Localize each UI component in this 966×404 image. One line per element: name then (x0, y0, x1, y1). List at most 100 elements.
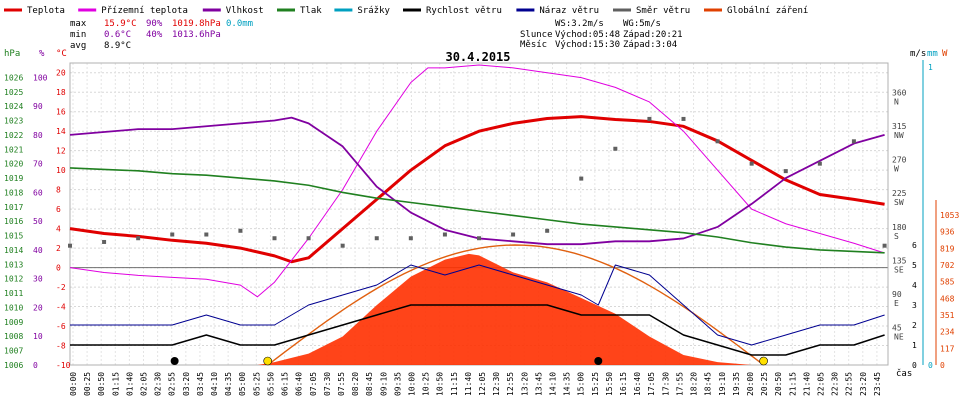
time-tick-label: 15:25 (591, 372, 600, 396)
time-tick-label: 06:15 (281, 372, 290, 396)
temperature-tick-label: 18 (56, 88, 66, 97)
moon-label: Měsíc (520, 40, 547, 50)
wind-direction-point (374, 236, 379, 241)
series-lines (68, 64, 887, 366)
wind-direction-point (613, 146, 618, 151)
time-tick-label: 04:10 (210, 372, 219, 396)
radiation-tick-label: 468 (940, 294, 955, 303)
direction-tick-label: S (894, 232, 899, 241)
pressure-tick-label: 1017 (4, 203, 23, 212)
time-tick-label: 17:55 (675, 372, 684, 396)
wind-direction-point (102, 239, 107, 244)
stats-max-temp: 15.9°C (104, 19, 137, 29)
direction-tick-label: 180 (892, 223, 907, 232)
temperature-tick-label: 16 (56, 108, 66, 117)
temperature-tick-label: 2 (56, 244, 61, 253)
stats-max-press: 1019.8hPa (172, 19, 221, 29)
temperature-tick-label: 14 (56, 127, 66, 136)
radiation-tick-label: 585 (940, 278, 955, 287)
wind-tick-label: 1 (912, 341, 917, 350)
time-tick-label: 10:00 (407, 372, 416, 396)
sunrise-marker (263, 356, 272, 366)
radiation-tick-label: 117 (940, 344, 955, 353)
radiation-tick-label: 936 (940, 228, 955, 237)
moonrise-time: Východ:15:30 (555, 40, 620, 50)
time-tick-label: 21:40 (802, 372, 811, 396)
time-tick-label: 18:20 (690, 372, 699, 396)
temperature-tick-label: 10 (56, 166, 66, 175)
time-tick-label: 03:20 (182, 372, 191, 396)
humidity-tick-label: 30 (33, 275, 43, 284)
wind-gust-line (70, 264, 885, 346)
theoretical-radiation-curve (267, 244, 763, 366)
ground-temperature-line (69, 64, 885, 298)
direction-tick-label: 315 (892, 122, 907, 131)
wind-direction-point (681, 116, 686, 121)
time-tick-label: 19:10 (718, 372, 727, 396)
legend-label: Směr větru (636, 6, 690, 16)
direction-tick-label: SW (894, 198, 904, 207)
direction-tick-label: 270 (892, 156, 907, 165)
time-tick-label: 01:15 (111, 372, 120, 396)
pressure-tick-label: 1006 (4, 361, 23, 370)
time-tick-label: 00:50 (97, 372, 106, 396)
direction-tick-label: 90 (892, 290, 902, 299)
wind-direction-point (306, 236, 311, 241)
radiation-tick-label: 234 (940, 328, 955, 337)
time-tick-label: 19:35 (732, 372, 741, 396)
wind-direction-point (68, 243, 72, 248)
pressure-tick-label: 1019 (4, 174, 23, 183)
wind-speed-info: WS:3.2m/s (555, 19, 604, 29)
time-tick-label: 07:55 (337, 372, 346, 396)
humidity-tick-label: 100 (33, 73, 48, 82)
wind-direction-point (882, 243, 887, 248)
pressure-tick-label: 1015 (4, 232, 23, 241)
wind-direction-point (408, 236, 413, 241)
time-tick-label: 10:25 (422, 372, 431, 396)
legend-label: Srážky (357, 6, 390, 16)
wind-direction-point (136, 236, 141, 241)
humidity-tick-label: 10 (33, 332, 43, 341)
time-tick-label: 13:45 (534, 372, 543, 396)
rain-tick-label: 1 (928, 63, 933, 72)
legend-label: Globální záření (727, 6, 808, 16)
humidity-tick-label: 90 (33, 102, 43, 111)
time-tick-label: 20:50 (774, 372, 783, 396)
axes: 1006100710081009101010111012101310141015… (4, 60, 959, 396)
time-tick-label: 02:30 (154, 372, 163, 396)
stats-max-rain: 0.0mm (226, 19, 253, 29)
pressure-tick-label: 1010 (4, 303, 23, 312)
radiation-tick-label: 0 (940, 361, 945, 370)
pressure-tick-label: 1024 (4, 102, 23, 111)
stats-min-label: min (70, 30, 86, 40)
time-tick-label: 05:50 (266, 372, 275, 396)
humidity-tick-label: 70 (33, 160, 43, 169)
time-tick-label: 10:50 (436, 372, 445, 396)
wind-direction-point (442, 232, 447, 237)
time-tick-label: 14:35 (563, 372, 572, 396)
stats-min-temp: 0.6°C (104, 30, 131, 40)
time-tick-label: 00:00 (69, 372, 78, 396)
direction-tick-label: N (894, 98, 899, 107)
time-tick-label: 18:45 (704, 372, 713, 396)
time-tick-label: 08:45 (365, 372, 374, 396)
legend-label: Tlak (300, 6, 322, 16)
time-tick-label: 09:10 (379, 372, 388, 396)
direction-tick-label: E (894, 299, 899, 308)
direction-tick-label: 360 (892, 89, 907, 98)
time-tick-label: 01:40 (125, 372, 134, 396)
hpa-unit: hPa (4, 49, 20, 59)
time-tick-label: 16:15 (619, 372, 628, 396)
wind-direction-point (545, 228, 550, 233)
time-tick-label: 14:10 (549, 372, 558, 396)
radiation-fill (70, 253, 885, 365)
time-tick-label: 05:00 (238, 372, 247, 396)
temperature-line (69, 115, 885, 264)
time-tick-label: 15:00 (577, 372, 586, 396)
time-tick-label: 02:55 (168, 372, 177, 396)
wind-direction-point (511, 232, 516, 237)
temperature-tick-label: 20 (56, 69, 66, 78)
pressure-tick-label: 1009 (4, 318, 23, 327)
